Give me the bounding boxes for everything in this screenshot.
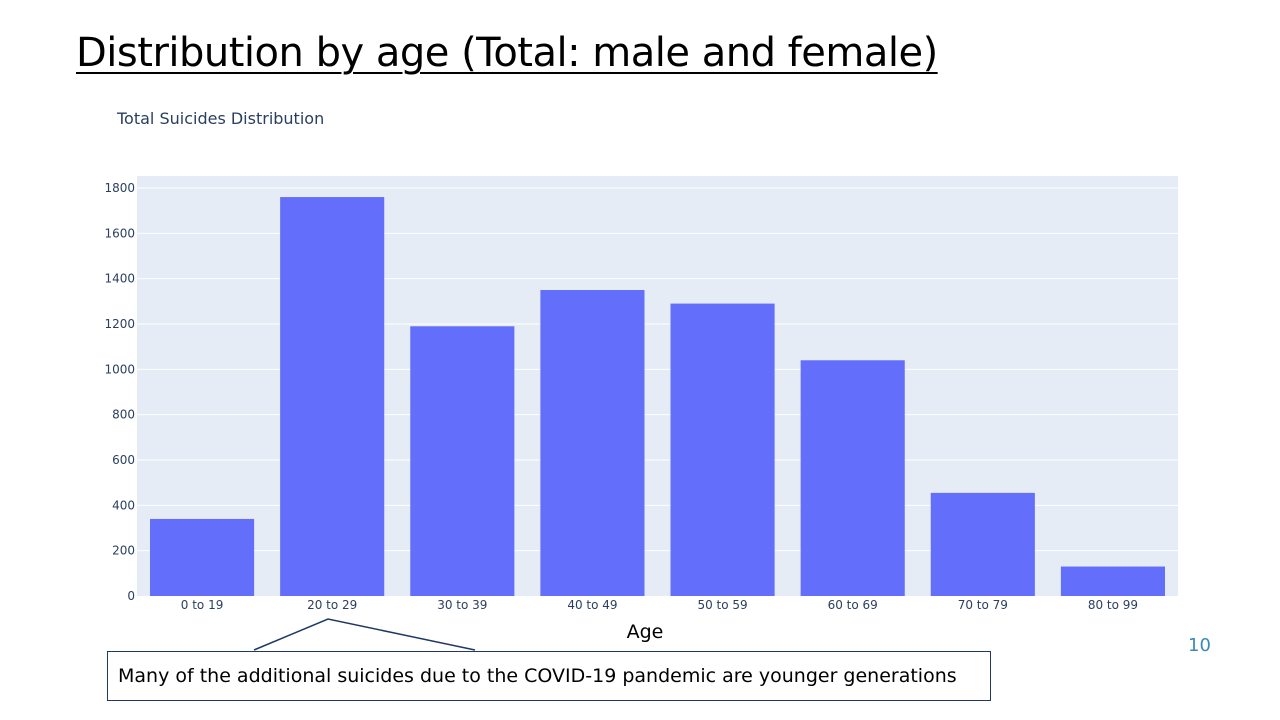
bar [930,492,1035,596]
bar [150,518,255,596]
bar [540,290,645,596]
x-axis-title: Age [627,621,664,643]
bar [280,197,385,597]
y-tick-label: 1400 [104,272,135,286]
x-tick-label: 0 to 19 [181,598,224,612]
callout-pointer [253,618,476,651]
x-tick-label: 30 to 39 [437,598,487,612]
x-tick-label: 70 to 79 [958,598,1008,612]
y-tick-label: 1200 [104,317,135,331]
x-axis: 0 to 19 20 to 29 30 to 39 40 to 49 50 to 59 6… [181,598,1138,612]
y-tick-label: 400 [112,498,135,512]
x-tick-label: 40 to 49 [567,598,617,612]
slide-title: Distribution by age (Total: male and fem… [76,30,938,76]
bar [410,326,515,596]
y-axis: 0 200 400 600 800 1000 1200 1400 1600 1800 [104,181,135,603]
chart-title: Total Suicides Distribution [116,109,324,128]
y-tick-label: 1600 [104,226,135,240]
bars [150,197,1165,597]
callout-box: Many of the additional suicides due to t… [107,651,991,701]
x-tick-label: 20 to 29 [307,598,357,612]
y-tick-label: 800 [112,408,135,422]
x-tick-label: 50 to 59 [697,598,747,612]
bar [800,360,905,596]
y-tick-label: 600 [112,453,135,467]
bar [670,303,775,596]
y-tick-label: 0 [127,589,135,603]
y-tick-label: 200 [112,544,135,558]
x-tick-label: 80 to 99 [1088,598,1138,612]
page-number: 10 [1188,635,1211,656]
x-tick-label: 60 to 69 [828,598,878,612]
y-tick-label: 1800 [104,181,135,195]
y-tick-label: 1000 [104,362,135,376]
bar [1060,566,1165,596]
